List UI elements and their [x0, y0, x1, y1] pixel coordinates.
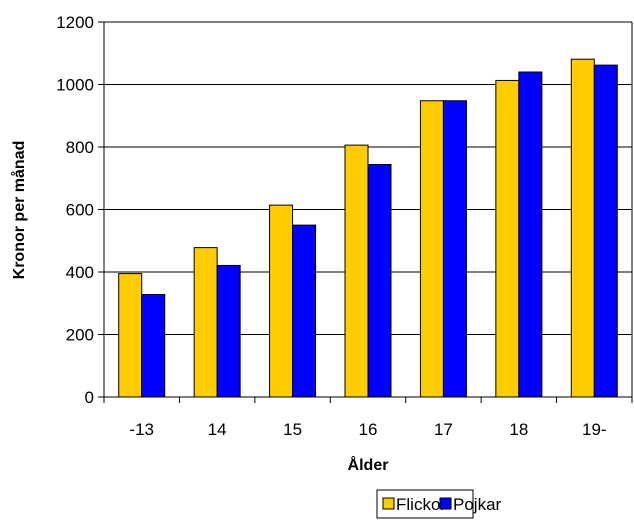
- legend-label-flickor: Flickor: [396, 495, 446, 514]
- legend-label-pojkar: Pojkar: [453, 495, 502, 514]
- bar-pojkar-15: [292, 224, 317, 398]
- y-tick-label: 1000: [56, 76, 94, 95]
- bar-pojkar-19-: [593, 64, 618, 398]
- y-tick-label: 800: [66, 138, 94, 157]
- y-tick-label: 200: [66, 326, 94, 345]
- y-tick-label: 0: [85, 388, 94, 407]
- bar-pojkar--13: [141, 294, 166, 398]
- y-tick-label: 1200: [56, 13, 94, 32]
- y-tick-labels: 0 200 400 600 800 1000 1200: [56, 13, 94, 407]
- y-tick-label: 400: [66, 263, 94, 282]
- bar-flickor-18: [495, 79, 520, 398]
- axes: [98, 21, 633, 403]
- bar-flickor-19-: [570, 58, 595, 398]
- x-tick-label: 16: [359, 420, 378, 439]
- x-tick-label: 15: [283, 420, 302, 439]
- bar-pojkar-14: [216, 264, 241, 398]
- bar-flickor-16: [344, 144, 369, 398]
- bar-flickor-14: [193, 247, 218, 398]
- bar-pojkar-17: [442, 100, 467, 398]
- y-tick-label: 600: [66, 201, 94, 220]
- bar-pojkar-16: [367, 164, 392, 398]
- y-axis-title: Kronor per månad: [10, 141, 28, 280]
- bar-flickor-15: [269, 204, 294, 398]
- bar-flickor--13: [118, 273, 143, 398]
- x-tick-label: 17: [434, 420, 453, 439]
- bars: [118, 58, 618, 398]
- x-axis-title: Ålder: [348, 455, 389, 474]
- x-tick-label: 18: [509, 420, 528, 439]
- x-tick-labels: -13 14 15 16 17 18 19-: [129, 420, 606, 439]
- legend: Flickor Pojkar: [376, 489, 502, 519]
- x-tick-label: 19-: [582, 420, 607, 439]
- bar-flickor-17: [419, 100, 444, 398]
- x-tick-label: -13: [129, 420, 154, 439]
- legend-swatch-pojkar: [439, 497, 452, 510]
- x-tick-label: 14: [208, 420, 227, 439]
- bar-pojkar-18: [518, 71, 543, 398]
- legend-swatch-flickor: [382, 497, 395, 510]
